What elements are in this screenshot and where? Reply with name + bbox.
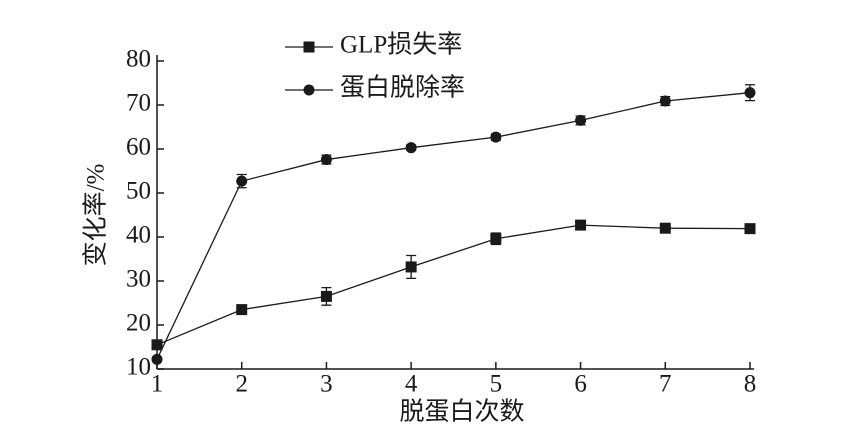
series-line (156, 224, 751, 346)
y-tick-label: 30 (126, 266, 151, 293)
point (151, 339, 163, 351)
point (151, 353, 163, 365)
x-axis-label: 脱蛋白次数 (399, 398, 524, 426)
y-tick-label: 40 (126, 222, 151, 249)
legend-marker (303, 84, 315, 96)
point (320, 154, 332, 166)
point (575, 114, 587, 126)
x-tick-label: 6 (574, 371, 587, 398)
x-tick-label: 7 (659, 371, 672, 398)
y-tick-label: 50 (126, 178, 151, 205)
y-tick-label: 60 (126, 134, 151, 161)
point (320, 290, 332, 302)
point (744, 87, 756, 99)
point (744, 223, 756, 235)
x-tick-label: 1 (151, 371, 164, 398)
y-axis-label: 变化率/% (82, 164, 110, 267)
series-line (156, 92, 751, 360)
point (405, 142, 417, 154)
point (659, 95, 671, 107)
point (575, 219, 587, 231)
y-tick-label: 70 (126, 90, 151, 117)
legend-marker (303, 41, 315, 53)
x-tick-label: 8 (744, 371, 757, 398)
point (236, 304, 248, 316)
x-tick-label: 5 (490, 371, 503, 398)
point (405, 261, 417, 273)
x-tick-label: 2 (235, 371, 248, 398)
point (659, 222, 671, 234)
legend-label: GLP损失率 (340, 31, 462, 59)
y-tick-label: 10 (126, 354, 151, 381)
point (490, 131, 502, 143)
point (236, 175, 248, 187)
point (490, 233, 502, 245)
x-tick-label: 4 (405, 371, 418, 398)
x-tick-label: 3 (320, 371, 333, 398)
y-tick-label: 80 (126, 46, 151, 73)
legend-label: 蛋白脱除率 (340, 74, 465, 102)
y-tick-label: 20 (126, 310, 151, 337)
